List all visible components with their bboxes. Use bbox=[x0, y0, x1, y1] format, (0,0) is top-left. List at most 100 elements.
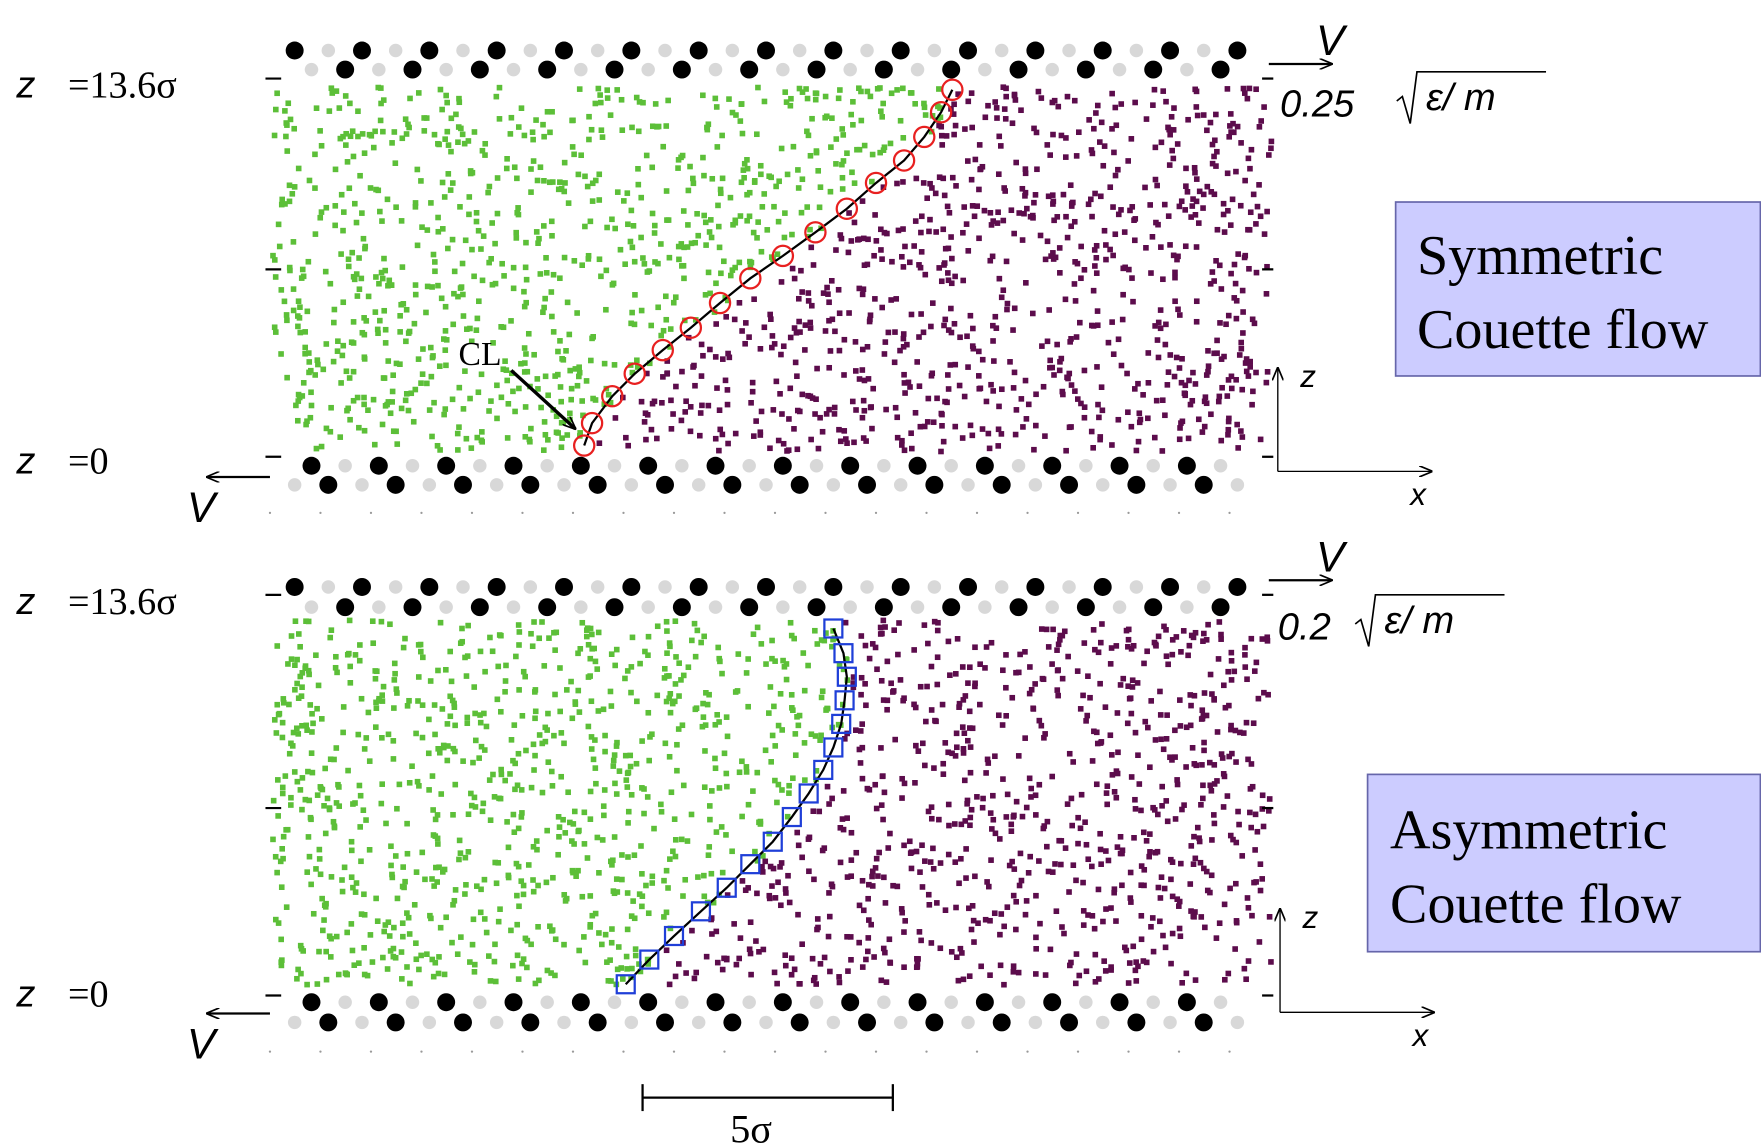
fluid-b-particle bbox=[1135, 381, 1141, 387]
fluid-b-particle bbox=[1186, 378, 1192, 384]
fluid-b-particle bbox=[1185, 117, 1191, 123]
fluid-b-particle bbox=[1222, 902, 1228, 908]
fluid-a-particle bbox=[340, 228, 346, 234]
fluid-b-particle bbox=[920, 884, 926, 890]
fluid-b-particle bbox=[1235, 251, 1241, 257]
fluid-b-particle bbox=[1113, 173, 1119, 179]
fluid-a-particle bbox=[474, 435, 480, 441]
fluid-b-particle bbox=[1000, 722, 1006, 728]
fluid-b-particle bbox=[901, 264, 907, 270]
fluid-b-particle bbox=[1245, 757, 1251, 763]
fluid-b-particle bbox=[850, 399, 856, 405]
fluid-a-particle bbox=[785, 172, 791, 178]
fluid-a-particle bbox=[706, 121, 712, 127]
fluid-b-particle bbox=[778, 352, 784, 358]
fluid-b-particle bbox=[1026, 870, 1032, 876]
fluid-b-particle bbox=[1073, 878, 1079, 884]
fluid-b-particle bbox=[1200, 429, 1206, 435]
fluid-a-particle bbox=[347, 618, 353, 624]
fluid-a-particle bbox=[786, 790, 792, 796]
fluid-a-particle bbox=[413, 204, 419, 210]
fluid-a-particle bbox=[405, 851, 411, 857]
fluid-b-particle bbox=[1239, 387, 1245, 393]
wall-particle bbox=[942, 61, 960, 79]
wall-particle bbox=[1010, 61, 1028, 79]
fluid-a-particle bbox=[334, 800, 340, 806]
fluid-b-particle bbox=[1078, 825, 1084, 831]
fluid-b-particle bbox=[858, 692, 864, 698]
fluid-b-particle bbox=[1139, 913, 1145, 919]
wall-particle bbox=[993, 476, 1011, 494]
fluid-a-particle bbox=[557, 824, 563, 830]
fluid-b-particle bbox=[1061, 192, 1067, 198]
fluid-b-particle bbox=[1068, 424, 1074, 430]
fluid-b-particle bbox=[1051, 372, 1057, 378]
fluid-a-particle bbox=[284, 148, 290, 154]
fluid-a-particle bbox=[516, 212, 522, 218]
fluid-a-particle bbox=[323, 949, 329, 955]
fluid-a-particle bbox=[630, 635, 636, 641]
fluid-a-particle bbox=[502, 689, 508, 695]
fluid-a-particle bbox=[586, 114, 592, 120]
wall-particle bbox=[338, 459, 351, 472]
wall-particle bbox=[1012, 459, 1025, 472]
fluid-b-particle bbox=[1189, 398, 1195, 404]
fluid-a-particle bbox=[492, 794, 498, 800]
fluid-b-particle bbox=[650, 401, 656, 407]
fluid-b-particle bbox=[1189, 203, 1195, 209]
fluid-a-particle bbox=[389, 399, 395, 405]
fluid-a-particle bbox=[809, 116, 815, 122]
wall-particle bbox=[690, 42, 708, 60]
fluid-b-particle bbox=[878, 978, 884, 984]
fluid-b-particle bbox=[814, 927, 820, 933]
fluid-a-particle bbox=[534, 229, 540, 235]
fluid-a-particle bbox=[744, 670, 750, 676]
fluid-b-particle bbox=[883, 339, 889, 345]
fluid-b-particle bbox=[1249, 402, 1255, 408]
fluid-b-particle bbox=[887, 936, 893, 942]
fluid-a-particle bbox=[612, 362, 618, 368]
wall-particle bbox=[1079, 995, 1092, 1008]
wall-particle bbox=[557, 1016, 570, 1029]
fluid-a-particle bbox=[283, 120, 289, 126]
fluid-a-particle bbox=[694, 211, 700, 217]
fluid-a-particle bbox=[544, 828, 550, 834]
fluid-b-particle bbox=[1225, 427, 1231, 433]
fluid-b-particle bbox=[1078, 244, 1084, 250]
fluid-b-particle bbox=[1000, 776, 1006, 782]
fluid-a-particle bbox=[377, 318, 383, 324]
fluid-a-particle bbox=[299, 807, 305, 813]
grid-dot bbox=[420, 512, 422, 514]
fluid-b-particle bbox=[1225, 669, 1231, 675]
fluid-a-particle bbox=[652, 259, 658, 265]
fluid-a-particle bbox=[558, 384, 564, 390]
fluid-b-particle bbox=[1020, 237, 1026, 243]
fluid-a-particle bbox=[420, 371, 426, 377]
fluid-b-particle bbox=[1005, 301, 1011, 307]
fluid-b-particle bbox=[888, 680, 894, 686]
fluid-b-particle bbox=[1173, 816, 1179, 822]
fluid-b-particle bbox=[841, 372, 847, 378]
fluid-a-particle bbox=[559, 186, 565, 192]
fluid-a-particle bbox=[629, 208, 635, 214]
fluid-a-particle bbox=[403, 116, 409, 122]
fluid-a-particle bbox=[342, 865, 348, 871]
fluid-b-particle bbox=[962, 730, 968, 736]
fluid-a-particle bbox=[404, 307, 410, 313]
fluid-b-particle bbox=[1073, 981, 1079, 987]
fluid-b-particle bbox=[933, 229, 939, 235]
fluid-b-particle bbox=[941, 771, 947, 777]
fluid-b-particle bbox=[833, 247, 839, 253]
wall-particle bbox=[1127, 476, 1145, 494]
fluid-a-particle bbox=[352, 201, 358, 207]
fluid-b-particle bbox=[1014, 799, 1020, 805]
fluid-a-particle bbox=[449, 679, 455, 685]
fluid-a-particle bbox=[361, 395, 367, 401]
fluid-a-particle bbox=[850, 122, 856, 128]
fluid-a-particle bbox=[314, 446, 320, 452]
fluid-b-particle bbox=[1213, 112, 1219, 118]
fluid-a-particle bbox=[626, 809, 632, 815]
fluid-a-particle bbox=[373, 676, 379, 682]
fluid-b-particle bbox=[1063, 448, 1069, 454]
fluid-a-particle bbox=[519, 105, 525, 111]
